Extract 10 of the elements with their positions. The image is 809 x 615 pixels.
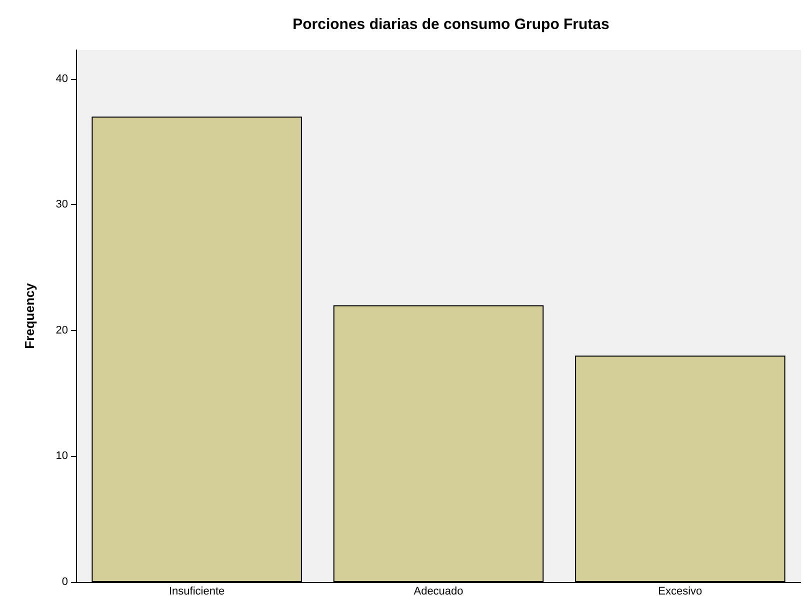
y-tick-label: 0 [62,576,68,588]
chart-title: Porciones diarias de consumo Grupo Frutas [292,16,610,33]
y-tick-label: 20 [56,324,68,336]
x-tick-label: Insuficiente [169,586,225,598]
y-tick-label: 10 [56,450,68,462]
x-tick-label: Excesivo [658,586,702,598]
y-tick-label: 30 [56,198,68,211]
x-tick-label: Adecuado [414,586,464,598]
y-tick-label: 40 [56,72,68,85]
y-axis-title: Frequency [22,282,37,349]
